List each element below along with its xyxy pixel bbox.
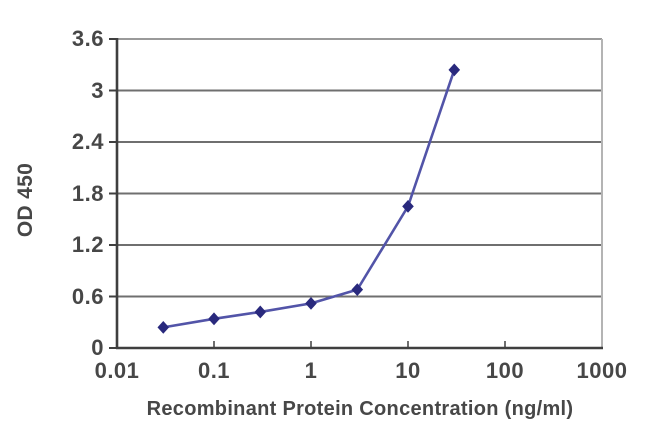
y-tick-label: 3 [91,77,104,103]
x-tick-label: 100 [485,358,525,383]
x-tick-label: 0.1 [197,358,231,383]
x-tick-label: 0.01 [94,358,140,383]
data-point-diamond [208,312,220,326]
y-tick-label: 0 [91,335,104,360]
y-tick-label: 0.6 [71,283,104,309]
data-point-diamond [305,296,317,310]
y-tick-label: 2.4 [71,129,104,154]
data-line [161,68,456,329]
data-point-diamond [402,199,414,213]
x-tick-label: 1 [304,358,318,383]
data-point-diamond [157,321,170,334]
data-point-diamond [351,283,364,297]
x-tick-label: 10 [395,358,421,383]
data-point-diamond [254,305,267,319]
x-axis-title: Recombinant Protein Concentration (ng/ml… [146,398,574,420]
y-tick-label: 1.8 [71,180,104,206]
y-tick-label: 3.6 [71,26,104,51]
y-tick-label: 1.2 [71,232,104,257]
x-tick-label: 1000 [576,358,628,383]
data-point-diamond [448,63,461,77]
